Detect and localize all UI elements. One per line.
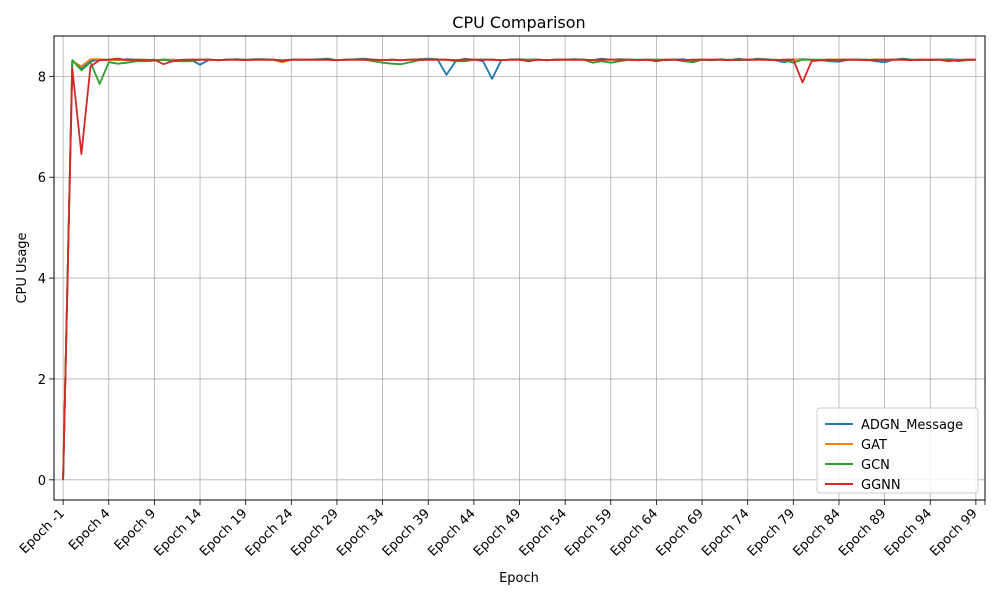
series-line-ggnn	[62, 57, 976, 480]
y-tick-label: 8	[38, 70, 46, 85]
y-tick-label: 4	[38, 272, 46, 287]
y-axis: 0 2 4 6 8	[38, 70, 54, 489]
y-axis-title: CPU Usage	[15, 232, 30, 303]
x-axis-title: Epoch	[499, 571, 539, 586]
legend-label: GAT	[861, 438, 887, 453]
series-layer	[62, 57, 976, 480]
y-tick-label: 0	[38, 474, 46, 489]
chart-title: CPU Comparison	[452, 13, 585, 32]
legend-box	[816, 407, 979, 494]
legend: ADGN_Message GAT GCN GGNN	[816, 407, 979, 494]
legend-label: ADGN_Message	[861, 418, 963, 433]
y-tick-label: 2	[38, 373, 46, 388]
legend-label: GGNN	[861, 478, 901, 493]
y-tick-label: 6	[38, 171, 46, 186]
legend-label: GCN	[861, 458, 890, 473]
